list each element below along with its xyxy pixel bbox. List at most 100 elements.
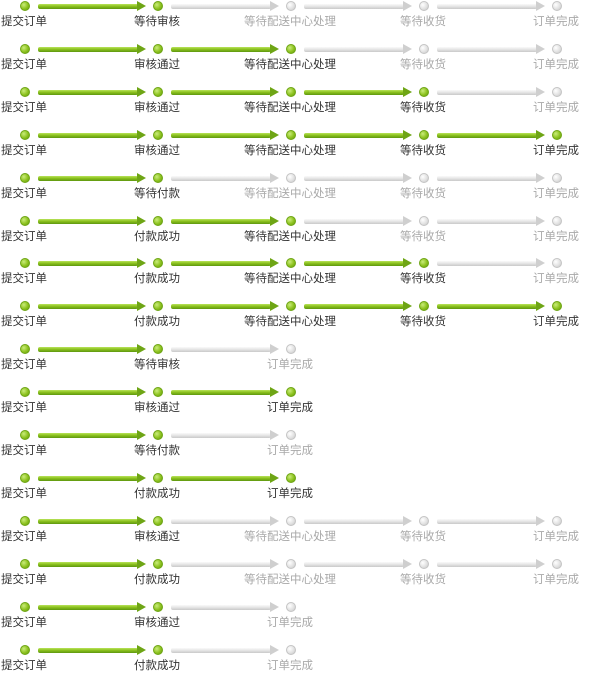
arrow-right-icon — [171, 172, 279, 183]
circle-dot-icon — [286, 601, 296, 612]
arrow-right-icon — [38, 86, 146, 97]
arrow-right-icon — [304, 515, 412, 526]
circle-dot-icon — [552, 301, 562, 312]
step-label: 等待配送中心处理 — [244, 314, 336, 329]
circle-dot-icon — [153, 472, 163, 483]
order-progress-flow: 提交订单 审核通过 订单完成 — [0, 601, 590, 645]
arrow-right-icon — [304, 558, 412, 569]
arrow-right-icon — [38, 430, 146, 440]
circle-dot-icon — [552, 43, 562, 54]
order-progress-flow: 提交订单 等待审核 等待配送中心处理 等待收货 订单完成 — [0, 1, 590, 44]
step-label: 等待配送中心处理 — [244, 571, 336, 586]
order-progress-flow: 提交订单 付款成功 等待配送中心处理 等待收货 订单完成 — [0, 258, 590, 301]
circle-dot-icon — [20, 644, 30, 655]
order-progress-flow: 提交订单 等待审核 订单完成 — [0, 344, 590, 387]
arrow-right-icon — [171, 215, 279, 226]
arrow-right-icon — [38, 172, 146, 183]
step-label: 提交订单 — [1, 142, 47, 157]
arrow-right-icon — [171, 430, 279, 440]
arrow-right-icon — [171, 644, 279, 655]
arrow-right-icon — [171, 472, 279, 483]
circle-dot-icon — [552, 558, 562, 569]
circle-dot-icon — [153, 644, 163, 655]
circle-dot-icon — [286, 472, 296, 483]
arrow-right-icon — [171, 515, 279, 526]
circle-dot-icon — [20, 172, 30, 183]
arrow-right-icon — [171, 258, 279, 269]
circle-dot-icon — [20, 472, 30, 483]
arrow-right-icon — [38, 472, 146, 483]
step-label: 等待配送中心处理 — [244, 56, 336, 71]
step-label: 审核通过 — [134, 528, 180, 543]
arrow-right-icon — [304, 258, 412, 269]
step-label: 提交订单 — [1, 185, 47, 200]
arrow-right-icon — [437, 515, 545, 526]
step-label: 提交订单 — [1, 485, 47, 500]
step-label: 提交订单 — [1, 357, 47, 372]
circle-dot-icon — [20, 430, 30, 440]
circle-dot-icon — [20, 515, 30, 526]
step-label: 提交订单 — [1, 657, 47, 672]
step-label: 订单完成 — [533, 314, 579, 329]
order-progress-flow: 提交订单 审核通过 订单完成 — [0, 387, 590, 430]
circle-dot-icon — [153, 387, 163, 398]
circle-dot-icon — [20, 43, 30, 54]
step-label: 提交订单 — [1, 271, 47, 286]
arrow-right-icon — [304, 86, 412, 97]
arrow-right-icon — [38, 515, 146, 526]
arrow-right-icon — [304, 129, 412, 140]
circle-dot-icon — [419, 129, 429, 140]
step-label: 等待审核 — [134, 357, 180, 372]
circle-dot-icon — [286, 43, 296, 54]
circle-dot-icon — [153, 301, 163, 312]
circle-dot-icon — [552, 86, 562, 97]
arrow-right-icon — [38, 258, 146, 269]
circle-dot-icon — [552, 129, 562, 140]
order-progress-flow: 提交订单 付款成功 订单完成 — [0, 472, 590, 516]
circle-dot-icon — [286, 86, 296, 97]
order-progress-flow: 提交订单 审核通过 等待配送中心处理 等待收货 订单完成 — [0, 129, 590, 173]
step-label: 付款成功 — [134, 485, 180, 500]
arrow-right-icon — [437, 558, 545, 569]
circle-dot-icon — [153, 172, 163, 183]
circle-dot-icon — [20, 215, 30, 226]
circle-dot-icon — [286, 129, 296, 140]
circle-dot-icon — [286, 344, 296, 355]
arrow-right-icon — [171, 86, 279, 97]
step-label: 付款成功 — [134, 271, 180, 286]
circle-dot-icon — [20, 301, 30, 312]
step-label: 等待收货 — [400, 571, 446, 586]
circle-dot-icon — [153, 558, 163, 569]
step-label: 提交订单 — [1, 400, 47, 415]
step-label: 付款成功 — [134, 314, 180, 329]
arrow-right-icon — [38, 1, 146, 11]
step-label: 提交订单 — [1, 314, 47, 329]
arrow-right-icon — [38, 601, 146, 612]
circle-dot-icon — [419, 215, 429, 226]
step-label: 订单完成 — [533, 56, 579, 71]
circle-dot-icon — [20, 258, 30, 269]
circle-dot-icon — [286, 301, 296, 312]
order-progress-flow: 提交订单 付款成功 等待配送中心处理 等待收货 订单完成 — [0, 215, 590, 259]
step-label: 订单完成 — [533, 571, 579, 586]
step-label: 提交订单 — [1, 571, 47, 586]
circle-dot-icon — [419, 558, 429, 569]
step-label: 提交订单 — [1, 528, 47, 543]
circle-dot-icon — [20, 558, 30, 569]
circle-dot-icon — [20, 129, 30, 140]
step-label: 等待审核 — [134, 14, 180, 28]
step-label: 提交订单 — [1, 443, 47, 457]
step-label: 订单完成 — [533, 14, 579, 28]
step-label: 等待收货 — [400, 314, 446, 329]
step-label: 订单完成 — [533, 185, 579, 200]
step-label: 提交订单 — [1, 56, 47, 71]
arrow-right-icon — [437, 215, 545, 226]
arrow-right-icon — [171, 43, 279, 54]
circle-dot-icon — [153, 344, 163, 355]
circle-dot-icon — [552, 172, 562, 183]
arrow-right-icon — [38, 215, 146, 226]
step-label: 订单完成 — [267, 443, 313, 457]
arrow-right-icon — [171, 558, 279, 569]
step-label: 订单完成 — [533, 528, 579, 543]
